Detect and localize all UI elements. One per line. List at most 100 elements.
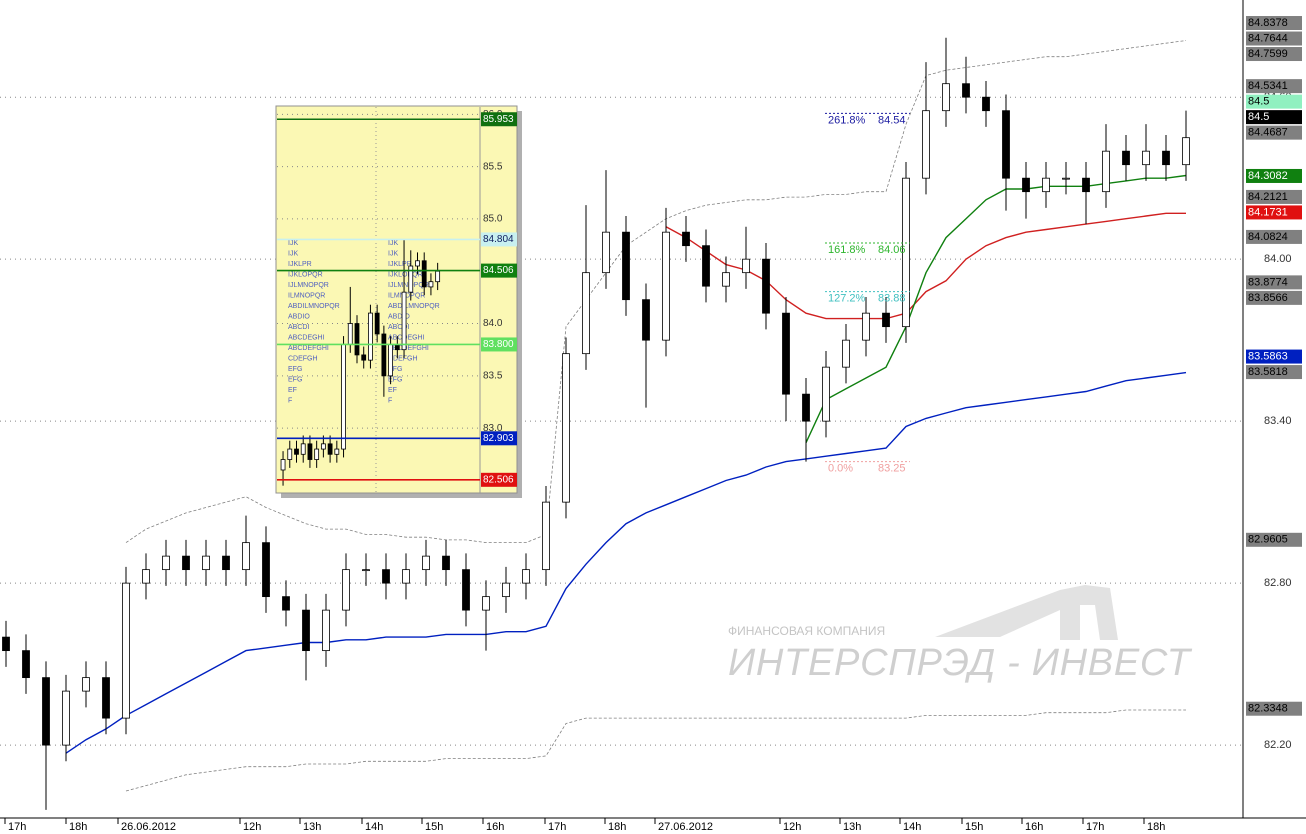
candle-body [642, 299, 650, 341]
profile-row: ABCDEFGHI [288, 345, 329, 352]
candle-body [354, 323, 360, 356]
y-tick-label: 82.80 [1264, 577, 1292, 589]
fib-value: 83.88 [878, 292, 906, 304]
candle-body [1142, 150, 1150, 166]
candle-body [662, 231, 670, 341]
profile-row: ILMNOPQR [288, 292, 325, 299]
candle-body [882, 312, 890, 328]
price-tag [1246, 532, 1302, 547]
candle-body [902, 177, 910, 328]
x-tick-label: 12h [783, 821, 801, 833]
candle-body [322, 609, 330, 652]
price-tag [1246, 205, 1302, 220]
candle-body [1162, 150, 1170, 166]
profile-row: F [288, 397, 292, 404]
inset-panel [275, 105, 518, 494]
profile-row: ABDIO [388, 313, 410, 320]
profile-row: IJK [288, 250, 298, 257]
candle-body [1102, 150, 1110, 193]
candle-body [442, 555, 450, 571]
price-tag [1246, 168, 1302, 183]
candle-body [435, 270, 441, 283]
y-tick-label: 85.0 [483, 214, 503, 225]
candle-body [302, 609, 310, 652]
fib-value: 84.06 [878, 244, 906, 256]
candle-body [374, 312, 380, 335]
candle-body [842, 339, 850, 368]
price-tag-label: 82.506 [483, 474, 514, 485]
candle-body [242, 542, 250, 571]
watermark-name: ИНТЕРСПРЭД - ИНВЕСТ [728, 642, 1193, 684]
price-tag [1246, 365, 1302, 380]
price-tag [1246, 229, 1302, 244]
price-tag [1246, 125, 1302, 140]
price-tag-label: 84.7599 [1248, 48, 1288, 60]
profile-row: IJKLPR [388, 261, 412, 268]
candle-body [142, 569, 150, 584]
price-tag-label: 83.800 [483, 339, 514, 350]
price-tag [481, 112, 517, 127]
candle-body [362, 569, 370, 572]
candle-body [382, 569, 390, 584]
candle-body [408, 265, 414, 293]
price-tag [1246, 94, 1302, 109]
candle-body [1122, 150, 1130, 166]
price-tag-label: 84.8378 [1248, 17, 1288, 29]
candle-body [415, 260, 420, 267]
candle-body [102, 677, 110, 719]
price-tag [481, 263, 517, 278]
x-tick-label: 12h [243, 821, 261, 833]
candle-body [862, 312, 870, 341]
x-tick-label: 17h [1086, 821, 1104, 833]
logo [935, 585, 1118, 640]
candle-body [2, 636, 10, 652]
candle-body [280, 459, 286, 471]
candle-body [742, 258, 750, 274]
profile-row: EFG [388, 366, 402, 373]
price-tag-label: 84.3082 [1248, 170, 1288, 182]
fib-label: 161.8% [828, 244, 866, 256]
fib-label: 261.8% [828, 114, 866, 126]
candle-body [582, 272, 590, 355]
candle-body [300, 443, 306, 455]
candle-body [1182, 137, 1190, 166]
price-tag-label: 83.5863 [1248, 350, 1288, 362]
profile-row: EF [388, 387, 397, 394]
candle-body [282, 596, 290, 611]
price-tag-label: 84.5 [1248, 111, 1269, 123]
profile-row: ABDIO [288, 313, 310, 320]
price-tag [1246, 16, 1302, 31]
candle-body [922, 110, 930, 179]
candle-body [62, 690, 70, 746]
price-tag [1246, 701, 1302, 716]
profile-row: ABCDI [288, 324, 309, 331]
candle-body [294, 448, 299, 455]
candle-body [222, 555, 230, 571]
x-tick-label: 16h [1025, 821, 1043, 833]
candle-body [1002, 110, 1010, 179]
x-tick-label: 17h [8, 821, 26, 833]
price-tag-label: 84.804 [483, 234, 514, 245]
indicator-line [805, 174, 1187, 443]
x-tick-label: 15h [425, 821, 443, 833]
profile-row: IJLMNOPQR [288, 282, 329, 289]
candle-body [334, 448, 340, 455]
candle-body [401, 291, 407, 351]
price-tag-label: 83.5818 [1248, 366, 1288, 378]
candle-body [1062, 177, 1070, 180]
fib-value: 84.54 [878, 114, 906, 126]
candle-body [287, 448, 293, 460]
fib-label: 127.2% [828, 292, 866, 304]
candle-body [1042, 177, 1050, 193]
price-tag-label: 82.9605 [1248, 534, 1288, 546]
y-tick-label: 84.0 [483, 318, 503, 329]
candle-body [341, 344, 346, 450]
y-tick-label: 83.40 [1264, 415, 1292, 427]
y-tick-label: 85.5 [483, 161, 503, 172]
profile-row: F [388, 397, 392, 404]
candle-body [402, 569, 410, 584]
candle-body [762, 258, 770, 314]
candle-body [342, 569, 350, 611]
x-tick-label: 26.06.2012 [121, 821, 176, 833]
